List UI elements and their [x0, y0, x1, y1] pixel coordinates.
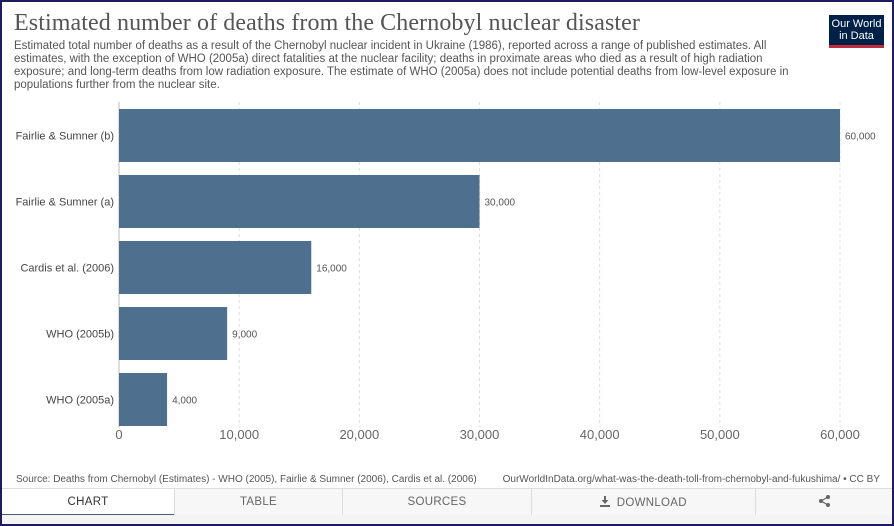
value-label: 9,000 — [232, 330, 257, 341]
category-label: Fairlie & Sumner (a) — [16, 197, 114, 209]
value-label: 30,000 — [485, 198, 516, 209]
owid-logo[interactable]: Our World in Data — [829, 15, 884, 48]
category-label: WHO (2005b) — [46, 329, 114, 341]
bar — [119, 373, 168, 426]
source-note[interactable]: Source: Deaths from Chernobyl (Estimates… — [16, 474, 477, 485]
bar — [119, 175, 480, 228]
tab-download-label: DOWNLOAD — [616, 497, 687, 509]
bar-chart: Fairlie & Sumner (b) 60,000 Fairlie & Sumn… — [16, 102, 876, 442]
tab-share[interactable] — [755, 489, 892, 516]
chart-url[interactable]: OurWorldInData.org/what-was-the-death-to… — [502, 474, 880, 485]
download-icon — [600, 495, 614, 509]
tab-sources-label: SOURCES — [407, 496, 467, 508]
chart-title: Estimated number of deaths from the Cher… — [14, 10, 641, 36]
x-tick-label: 50,000 — [700, 427, 740, 442]
logo-line-1: Our World — [831, 18, 882, 30]
category-label: WHO (2005a) — [46, 395, 114, 407]
category-label: Cardis et al. (2006) — [20, 263, 114, 275]
x-tick-label: 40,000 — [580, 427, 620, 442]
bar — [119, 241, 312, 294]
value-label: 4,000 — [172, 396, 197, 407]
tab-chart[interactable]: CHART — [2, 489, 174, 516]
logo-line-2: in Data — [839, 30, 874, 42]
value-label: 16,000 — [316, 264, 347, 275]
tab-table-label: TABLE — [239, 496, 278, 508]
bar — [119, 307, 228, 360]
tab-chart-label: CHART — [67, 496, 109, 508]
tab-sources[interactable]: SOURCES — [342, 489, 531, 516]
share-icon — [818, 495, 830, 508]
category-label: Fairlie & Sumner (b) — [16, 131, 114, 143]
tab-table[interactable]: TABLE — [174, 489, 342, 516]
tab-bar: CHART TABLE SOURCES DOWNLOAD — [2, 488, 892, 516]
value-label: 60,000 — [845, 132, 876, 143]
x-tick-label: 20,000 — [339, 427, 379, 442]
x-tick-label: 60,000 — [820, 427, 860, 442]
x-tick-label: 30,000 — [460, 427, 500, 442]
bottom-strip — [2, 515, 892, 524]
x-tick-label: 10,000 — [219, 427, 259, 442]
tab-download[interactable]: DOWNLOAD — [531, 489, 755, 516]
x-tick-label: 0 — [115, 427, 122, 442]
bar — [119, 109, 840, 162]
chart-subtitle: Estimated total number of deaths as a re… — [14, 40, 789, 91]
